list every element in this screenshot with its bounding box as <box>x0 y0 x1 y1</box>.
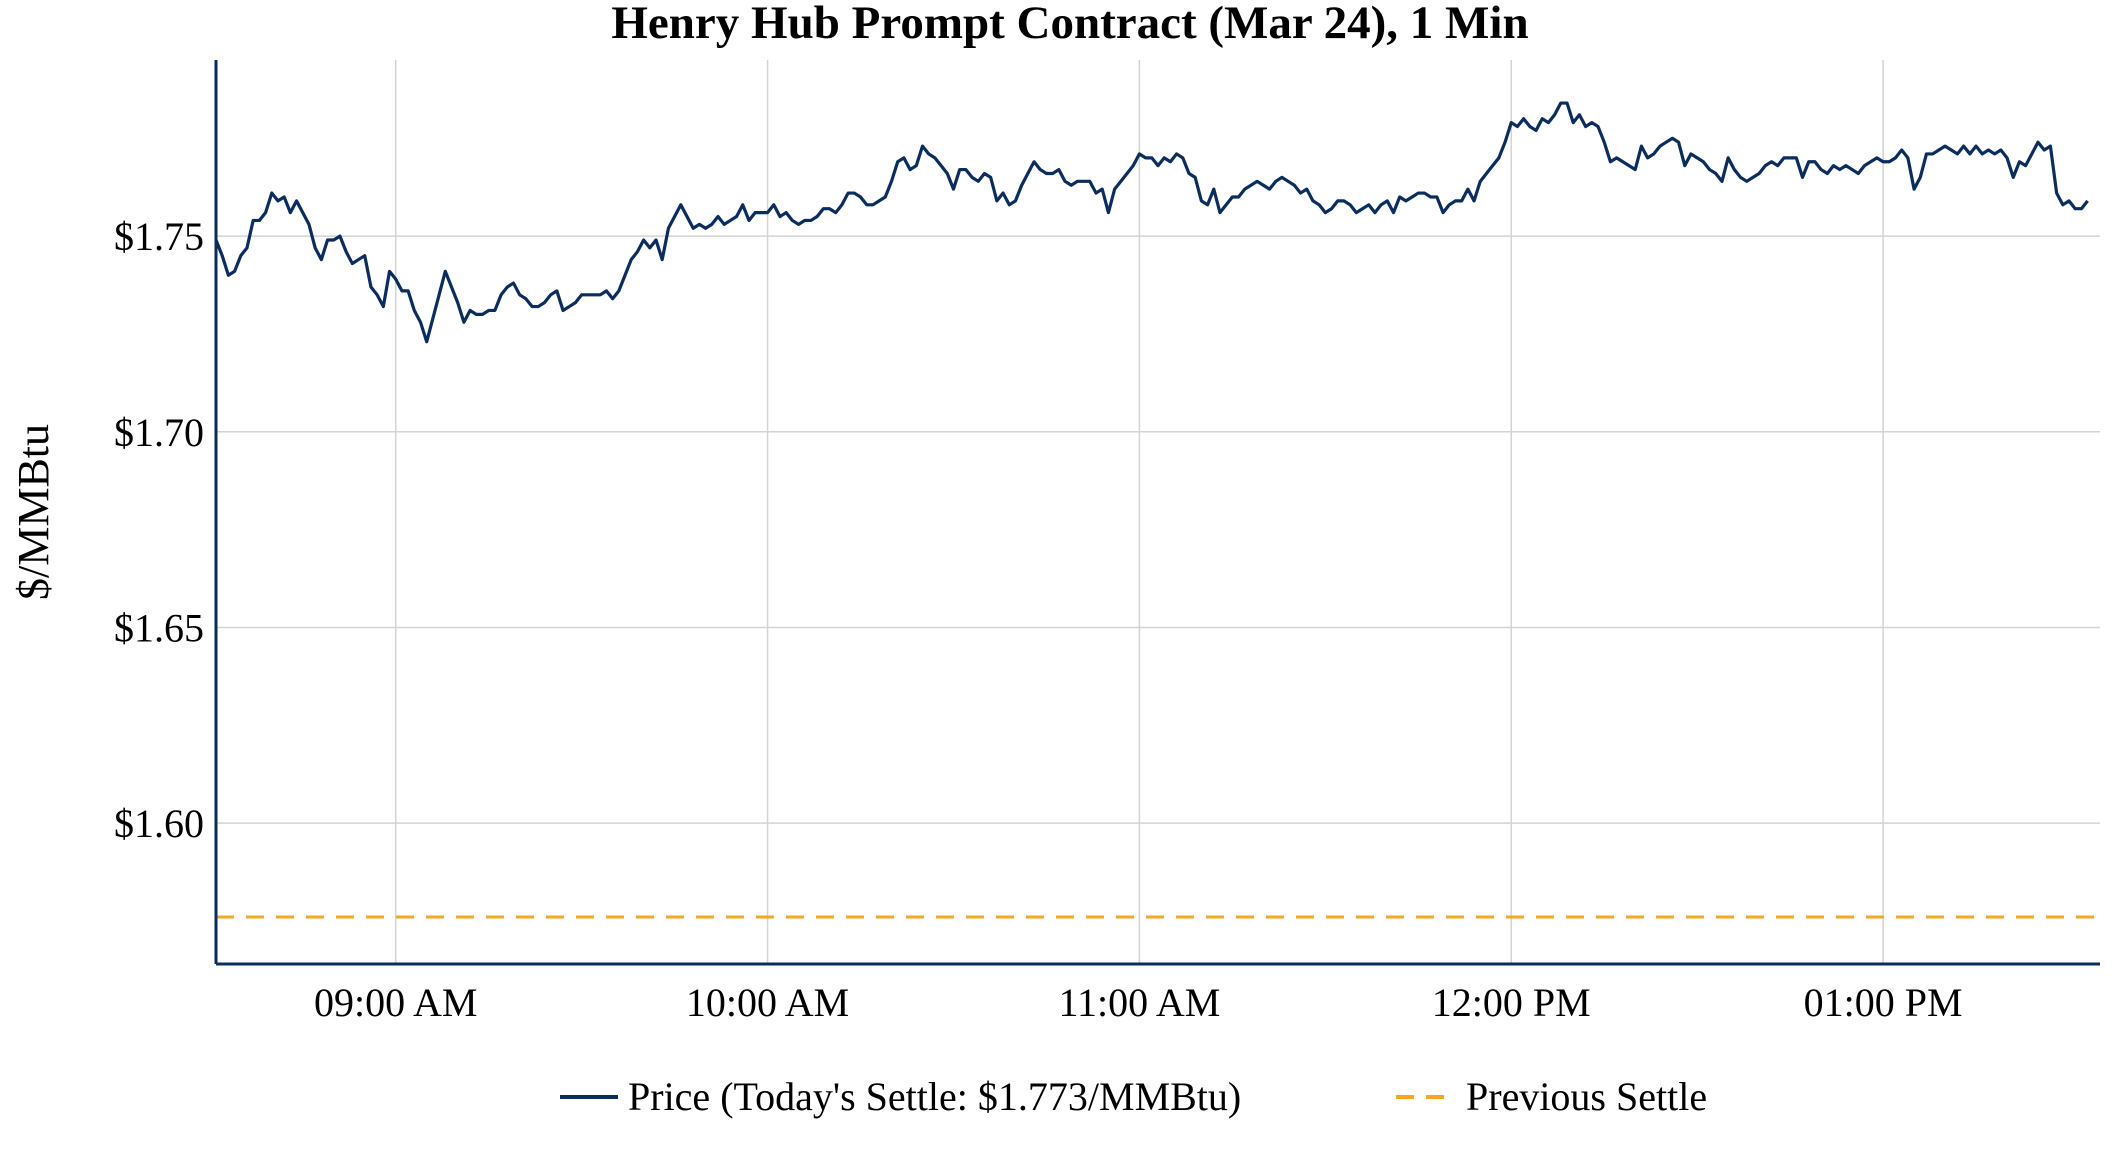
y-tick-label: $1.70 <box>114 410 204 455</box>
legend: Price (Today's Settle: $1.773/MMBtu) Pre… <box>560 1074 1707 1119</box>
legend-price-label: Price (Today's Settle: $1.773/MMBtu) <box>628 1074 1241 1119</box>
y-tick-label: $1.65 <box>114 605 204 650</box>
y-tick-labels: $1.60 $1.65 $1.70 $1.75 <box>114 214 204 846</box>
chart-title: Henry Hub Prompt Contract (Mar 24), 1 Mi… <box>611 0 1528 49</box>
x-tick-label: 11:00 AM <box>1058 980 1220 1025</box>
x-tick-label: 12:00 PM <box>1432 980 1591 1025</box>
price-series-line <box>214 101 2089 344</box>
legend-previous-settle-label: Previous Settle <box>1466 1074 1707 1119</box>
y-tick-label: $1.60 <box>114 801 204 846</box>
grid-lines <box>216 60 2100 964</box>
x-tick-label: 09:00 AM <box>314 980 477 1025</box>
x-tick-labels: 09:00 AM 10:00 AM 11:00 AM 12:00 PM 01:00 PM <box>314 980 1963 1025</box>
y-tick-label: $1.75 <box>114 214 204 259</box>
y-axis-label: $/MMBtu <box>9 424 58 600</box>
x-tick-label: 10:00 AM <box>686 980 849 1025</box>
x-tick-label: 01:00 PM <box>1804 980 1963 1025</box>
